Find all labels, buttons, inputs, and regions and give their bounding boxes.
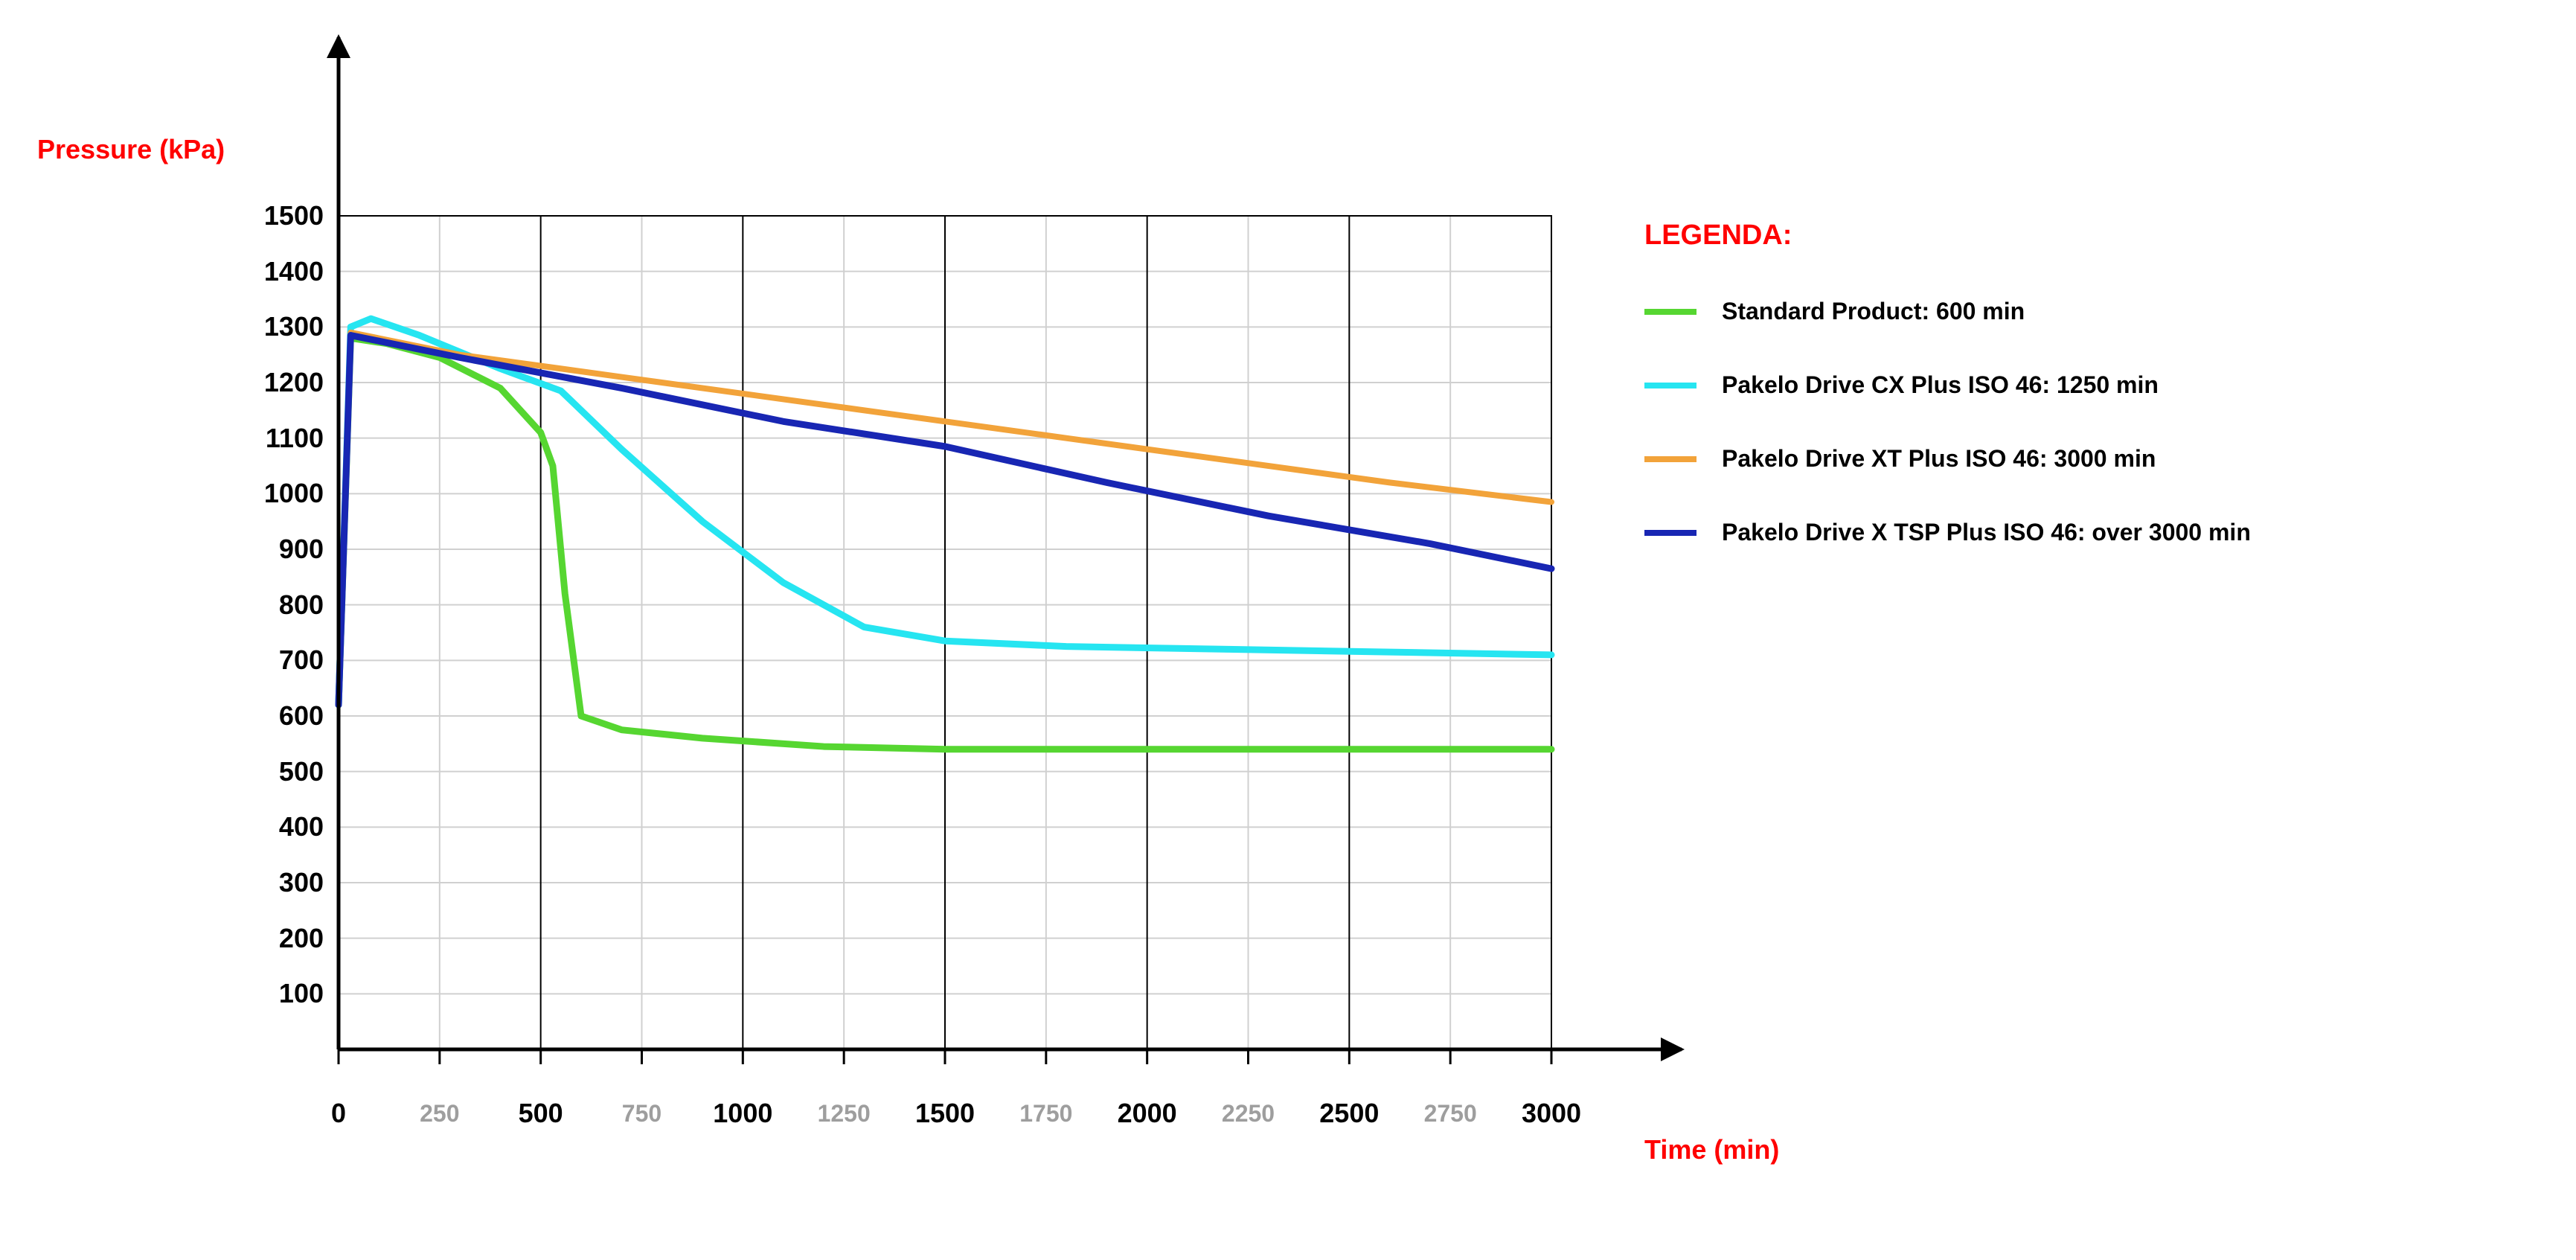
y-tick-1000: 1000 bbox=[264, 478, 324, 509]
x-tick-2000: 2000 bbox=[1118, 1098, 1177, 1129]
y-tick-100: 100 bbox=[279, 978, 324, 1009]
x-tick-500: 500 bbox=[519, 1098, 563, 1129]
y-tick-700: 700 bbox=[279, 645, 324, 676]
y-axis-title: Pressure (kPa) bbox=[37, 134, 225, 165]
x-tick-1250: 1250 bbox=[818, 1100, 871, 1128]
legend-label-xt: Pakelo Drive XT Plus ISO 46: 3000 min bbox=[1722, 445, 2156, 473]
legend-item-xtsp: Pakelo Drive X TSP Plus ISO 46: over 300… bbox=[1644, 519, 2251, 546]
x-tick-1750: 1750 bbox=[1019, 1100, 1072, 1128]
legend-swatch-cx bbox=[1644, 383, 1696, 388]
x-tick-1500: 1500 bbox=[915, 1098, 975, 1129]
legend-swatch-standard bbox=[1644, 309, 1696, 315]
y-tick-900: 900 bbox=[279, 534, 324, 565]
y-tick-800: 800 bbox=[279, 589, 324, 621]
y-tick-600: 600 bbox=[279, 700, 324, 732]
x-tick-750: 750 bbox=[622, 1100, 661, 1128]
y-tick-1100: 1100 bbox=[266, 423, 324, 454]
x-axis-title: Time (min) bbox=[1644, 1134, 1779, 1165]
x-tick-2750: 2750 bbox=[1424, 1100, 1477, 1128]
y-tick-300: 300 bbox=[279, 867, 324, 898]
y-tick-200: 200 bbox=[279, 923, 324, 954]
legend-title: LEGENDA: bbox=[1644, 220, 2251, 252]
y-tick-1300: 1300 bbox=[264, 311, 324, 342]
x-tick-1000: 1000 bbox=[713, 1098, 772, 1129]
y-tick-500: 500 bbox=[279, 756, 324, 787]
legend-label-standard: Standard Product: 600 min bbox=[1722, 298, 2025, 325]
x-tick-3000: 3000 bbox=[1522, 1098, 1581, 1129]
y-tick-1200: 1200 bbox=[264, 367, 324, 398]
y-tick-1500: 1500 bbox=[264, 200, 324, 231]
x-tick-0: 0 bbox=[331, 1098, 346, 1129]
legend-swatch-xt bbox=[1644, 456, 1696, 462]
x-tick-2500: 2500 bbox=[1319, 1098, 1379, 1129]
legend-item-cx: Pakelo Drive CX Plus ISO 46: 1250 min bbox=[1644, 371, 2251, 399]
legend-label-cx: Pakelo Drive CX Plus ISO 46: 1250 min bbox=[1722, 371, 2159, 399]
x-tick-2250: 2250 bbox=[1222, 1100, 1275, 1128]
legend-label-xtsp: Pakelo Drive X TSP Plus ISO 46: over 300… bbox=[1722, 519, 2251, 546]
legend-item-xt: Pakelo Drive XT Plus ISO 46: 3000 min bbox=[1644, 445, 2251, 473]
legend-item-standard: Standard Product: 600 min bbox=[1644, 298, 2251, 325]
pressure-time-chart bbox=[0, 0, 2576, 1260]
legend-swatch-xtsp bbox=[1644, 530, 1696, 536]
x-tick-250: 250 bbox=[420, 1100, 459, 1128]
legend: LEGENDA: Standard Product: 600 min Pakelo… bbox=[1644, 220, 2251, 546]
y-tick-400: 400 bbox=[279, 811, 324, 842]
y-tick-1400: 1400 bbox=[264, 256, 324, 287]
